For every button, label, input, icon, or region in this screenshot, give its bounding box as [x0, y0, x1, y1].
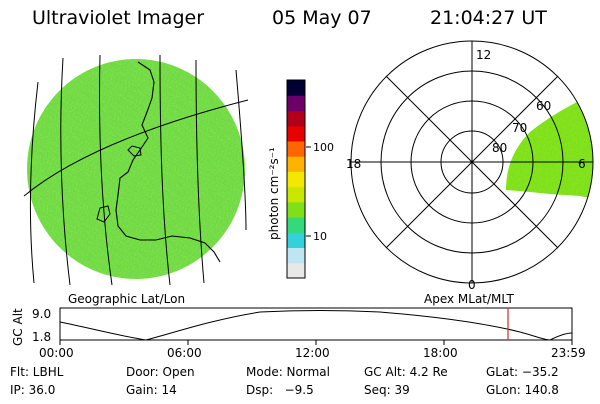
colorbar-segment — [287, 217, 305, 233]
colorbar-segment — [287, 80, 305, 96]
orbit-x-tick-label: 12:00 — [295, 346, 330, 360]
meridian-line — [159, 54, 171, 286]
colorbar-segment — [287, 247, 305, 264]
colorbar-segment — [287, 125, 305, 142]
glat-info: GLat: −35.2 — [486, 365, 559, 379]
mlt-6-label: 6 — [578, 157, 586, 171]
mlat-60-label: 60 — [536, 99, 551, 113]
instrument-title: Ultraviolet Imager — [32, 7, 204, 29]
coastline — [115, 61, 221, 263]
colorbar-segment — [287, 110, 305, 127]
island-outline — [96, 205, 111, 223]
mlat-70-label: 70 — [512, 121, 527, 135]
colorbar-segment — [287, 156, 305, 172]
orbit-y-max: 9.0 — [32, 307, 51, 321]
colorbar-segment — [287, 140, 305, 157]
orbit-y-min: 1.8 — [32, 330, 51, 344]
status-info: Flt: LBHL Door: Open Mode: Normal GC Alt… — [10, 365, 559, 397]
latitude-line — [23, 99, 249, 197]
meridian-line — [30, 81, 39, 284]
dsp-info: Dsp: −9.5 — [246, 383, 314, 397]
geo-map-label: Geographic Lat/Lon — [68, 292, 185, 306]
colorbar-segment — [287, 186, 305, 203]
orbit-x-tick-label: 18:00 — [423, 346, 458, 360]
colorbar-segment — [287, 262, 305, 279]
lake-outline — [127, 145, 142, 157]
meridian-line — [60, 57, 71, 286]
orbit-axis-title: GC Alt — [11, 308, 25, 346]
colorbar-tick-10: 10 — [313, 230, 327, 243]
glon-info: GLon: 140.8 — [486, 383, 559, 397]
colorbar-segment — [287, 232, 305, 249]
colorbar-frame — [286, 79, 306, 279]
gain-info: Gain: 14 — [126, 383, 177, 397]
meridian-line — [195, 59, 205, 284]
intensity-colorbar — [286, 79, 306, 279]
time-label: 21:04:27 UT — [430, 7, 547, 29]
mlt-0-label: 0 — [468, 278, 476, 292]
mlt-12-label: 12 — [476, 48, 491, 62]
colorbar-segment — [287, 201, 305, 218]
altitude-curve — [59, 310, 573, 341]
orbit-x-tick-label: 23:59 — [551, 346, 586, 360]
colorbar-unit-label: photon cm⁻²s⁻¹ — [267, 147, 281, 240]
mlt-18-label: 18 — [346, 157, 361, 171]
date-label: 05 May 07 — [272, 7, 372, 29]
seq-info: Seq: 39 — [364, 383, 410, 397]
orbit-altitude-plot: GC Alt 9.0 1.8 00:00 06:00 12:00 18:00 23:59 — [11, 307, 586, 360]
mlat-80-label: 80 — [492, 141, 507, 155]
polar-plot: 12 18 6 0 80 70 60 — [346, 40, 594, 292]
colorbar-segment — [287, 171, 305, 188]
meridian-line — [99, 54, 113, 286]
ip-info: IP: 36.0 — [10, 383, 55, 397]
geographic-image — [23, 54, 249, 286]
gc-alt-info: GC Alt: 4.2 Re — [364, 365, 448, 379]
colorbar-tick-100: 100 — [313, 141, 334, 154]
filter-info: Flt: LBHL — [10, 365, 64, 379]
polar-plot-label: Apex MLat/MLT — [424, 292, 514, 306]
colorbar-segment — [287, 95, 305, 111]
meridian-line — [235, 69, 247, 231]
orbit-x-tick-label: 06:00 — [167, 346, 202, 360]
mode-info: Mode: Normal — [246, 365, 330, 379]
orbit-x-tick-label: 00:00 — [39, 346, 74, 360]
door-info: Door: Open — [126, 365, 195, 379]
